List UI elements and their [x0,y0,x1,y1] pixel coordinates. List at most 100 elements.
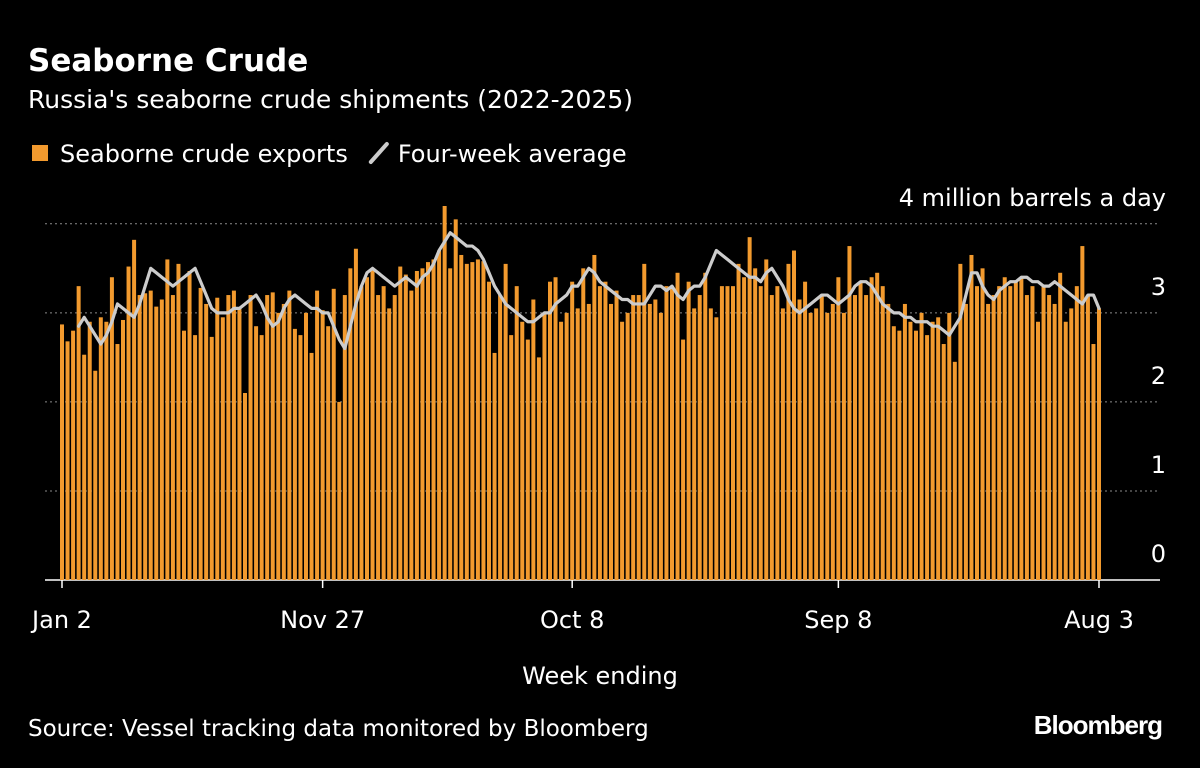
bar [320,310,325,580]
bar [625,312,630,580]
bar [520,321,525,580]
legend-swatch [32,145,48,161]
bar [858,281,863,580]
bar [536,357,541,580]
bar [825,312,830,580]
bar [864,295,869,580]
bar [575,308,580,580]
bar [370,268,375,580]
legend-label: Four-week average [398,140,627,168]
bar [531,299,536,580]
bar [292,328,297,580]
bar [570,281,575,580]
bar [470,262,475,580]
bar [143,293,148,580]
bar [298,335,303,580]
bar [193,335,198,580]
bar [376,295,381,580]
bar [1036,321,1040,580]
bar [714,317,719,580]
bar [742,277,747,580]
source-note: Source: Vessel tracking data monitored b… [28,716,649,742]
bar [248,295,253,580]
bar [780,308,785,580]
bar [731,286,735,580]
bar [381,286,386,580]
bar [991,295,996,580]
bar [703,272,708,580]
bar [409,290,414,580]
bar [653,299,658,580]
bar [853,295,857,580]
bar [209,336,214,580]
bar [503,263,508,580]
bar [365,277,369,580]
bar [1041,286,1046,580]
x-tick-label: Sep 8 [804,606,872,634]
bar [165,259,170,580]
y-tick-label: 0 [1151,540,1166,568]
bar [1069,308,1074,580]
bar [76,286,81,580]
bar [475,259,480,580]
bar [109,277,114,580]
bar [403,274,408,580]
y-tick-label: 1 [1151,451,1166,479]
bar [664,286,669,580]
bar [980,268,985,580]
bar [121,319,125,580]
bar [487,281,491,580]
bar [1024,295,1029,580]
bar [509,335,514,580]
bar [719,286,724,580]
bar [958,263,963,580]
bar [226,295,231,580]
bar [1091,344,1096,580]
chart-title: Seaborne Crude [28,43,308,79]
bar [1063,321,1068,580]
bar [326,326,331,580]
bar [908,321,913,580]
bar [886,303,891,580]
bar [753,268,758,580]
bar [309,352,314,580]
bar [159,299,164,580]
bar [331,288,336,580]
bar [182,330,186,580]
bar [836,277,841,580]
bar [1030,286,1035,580]
bar [398,266,403,580]
bar [1074,286,1079,580]
bar [592,254,597,580]
bar [880,286,885,580]
bar [597,286,602,580]
bar [764,259,769,580]
bar [60,324,64,580]
bar [1058,272,1063,580]
bar [670,286,674,580]
x-tick-label: Aug 3 [1064,606,1134,634]
bar [1047,295,1052,580]
bar [830,303,835,580]
bar [265,295,270,580]
bar [631,295,636,580]
bar [675,272,680,580]
chart-subtitle: Russia's seaborne crude shipments (2022-… [28,85,633,114]
bar [187,271,192,580]
bar [803,281,808,580]
bar [420,268,425,580]
bar [792,250,796,580]
bar [204,303,209,580]
bar [758,286,763,580]
bar [348,268,353,580]
y-tick-label: 3 [1151,273,1166,301]
bar [658,312,663,580]
bar [492,352,497,580]
bar [930,321,935,580]
bar [708,308,713,580]
x-axis-label: Week ending [522,662,678,690]
bar [586,303,591,580]
bar [642,263,647,580]
